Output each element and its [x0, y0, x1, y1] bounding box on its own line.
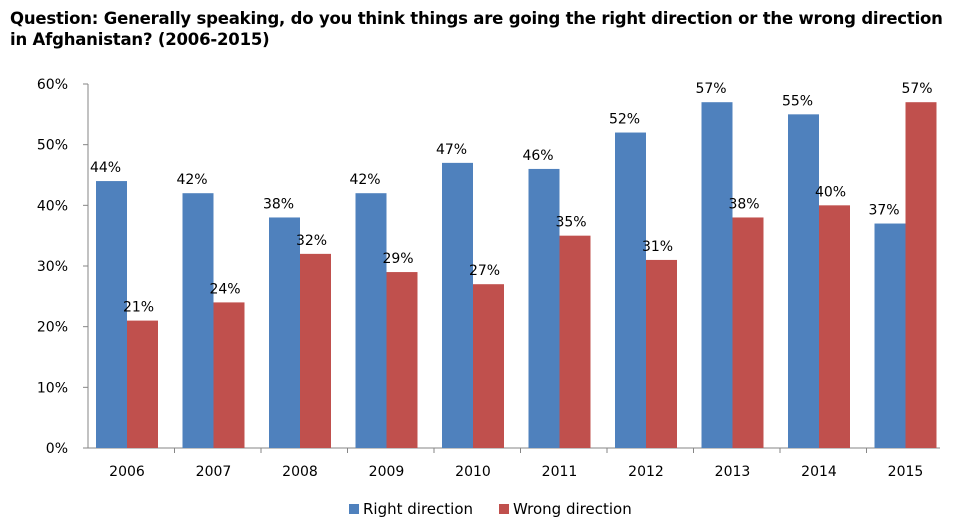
right-direction-bar-2015 [874, 223, 906, 448]
y-tick-label: 20% [37, 320, 68, 336]
right-direction-bar-2006 [96, 181, 127, 449]
x-tick-label: 2013 [715, 464, 751, 480]
axes-layer: 0% 10% 20% 30% 40% 50% 60% 2006 2007 2008 2009 2010… [37, 77, 940, 480]
legend-swatch-right [349, 504, 359, 514]
wrong-direction-bar-2010 [473, 284, 504, 448]
x-tick-label: 2010 [455, 464, 491, 480]
legend-label-wrong: Wrong direction [513, 500, 632, 518]
wrong-direction-label-2015: 57% [901, 81, 932, 97]
legend: Right direction Wrong direction [349, 500, 632, 518]
y-tick-label: 10% [37, 380, 68, 396]
x-tick-label: 2015 [888, 464, 924, 480]
right-direction-label-2010: 47% [436, 142, 467, 158]
right-direction-bar-2009 [355, 193, 387, 448]
x-tick-label: 2009 [369, 464, 405, 480]
right-direction-label-2009: 42% [349, 172, 380, 188]
y-tick-label: 40% [37, 198, 68, 214]
wrong-direction-label-2014: 40% [815, 184, 846, 200]
x-tick-label: 2006 [109, 464, 145, 480]
right-direction-label-2012: 52% [609, 112, 640, 128]
wrong-direction-label-2009: 29% [382, 251, 413, 267]
x-tick-label: 2007 [196, 464, 232, 480]
right-direction-label-2011: 46% [522, 148, 553, 164]
right-direction-label-2013: 57% [695, 81, 726, 97]
wrong-direction-label-2007: 24% [209, 281, 240, 297]
y-tick-label: 30% [37, 259, 68, 275]
legend-label-right: Right direction [363, 500, 473, 518]
right-direction-bar-2013 [701, 102, 733, 448]
right-direction-bar-2008 [269, 217, 300, 448]
wrong-direction-label-2012: 31% [642, 239, 673, 255]
y-tick-label: 50% [37, 138, 68, 154]
right-direction-label-2014: 55% [782, 93, 813, 109]
x-tick-label: 2008 [282, 464, 318, 480]
wrong-direction-bar-2007 [213, 302, 245, 448]
right-direction-label-2015: 37% [868, 203, 899, 219]
right-direction-bar-2014 [788, 114, 819, 448]
right-direction-bar-2012 [615, 132, 646, 449]
right-direction-bar-2007 [182, 193, 214, 448]
x-tick-label: 2012 [628, 464, 664, 480]
wrong-direction-bar-2008 [300, 253, 331, 448]
wrong-direction-bar-2012 [646, 259, 677, 448]
right-direction-label-2007: 42% [176, 172, 207, 188]
wrong-direction-bar-2015 [905, 102, 937, 448]
wrong-direction-label-2006: 21% [123, 300, 154, 316]
wrong-direction-bar-2009 [386, 272, 418, 448]
wrong-direction-bar-2011 [559, 235, 591, 448]
data-labels-layer: 44% 21% 42% 24% 38% 32% 42% 29% 47% 27% 46% 35% 52% 3… [90, 81, 933, 315]
chart-question-title: Question: Generally speaking, do you thi… [10, 9, 943, 49]
legend-swatch-wrong [499, 504, 509, 514]
wrong-direction-bar-2014 [819, 205, 850, 448]
wrong-direction-label-2013: 38% [728, 196, 759, 212]
right-direction-label-2008: 38% [263, 196, 294, 212]
y-tick-label: 60% [37, 77, 68, 93]
wrong-direction-label-2008: 32% [296, 233, 327, 249]
right-direction-bar-2011 [528, 168, 560, 448]
wrong-direction-bar-2013 [732, 217, 764, 448]
right-direction-bar-2010 [442, 162, 473, 448]
bars-layer [96, 102, 937, 449]
wrong-direction-label-2010: 27% [469, 263, 500, 279]
x-tick-label: 2011 [542, 464, 578, 480]
x-tick-label: 2014 [801, 464, 837, 480]
y-tick-label: 0% [46, 441, 68, 457]
wrong-direction-label-2011: 35% [555, 215, 586, 231]
wrong-direction-bar-2006 [127, 320, 158, 448]
right-direction-label-2006: 44% [90, 160, 121, 176]
